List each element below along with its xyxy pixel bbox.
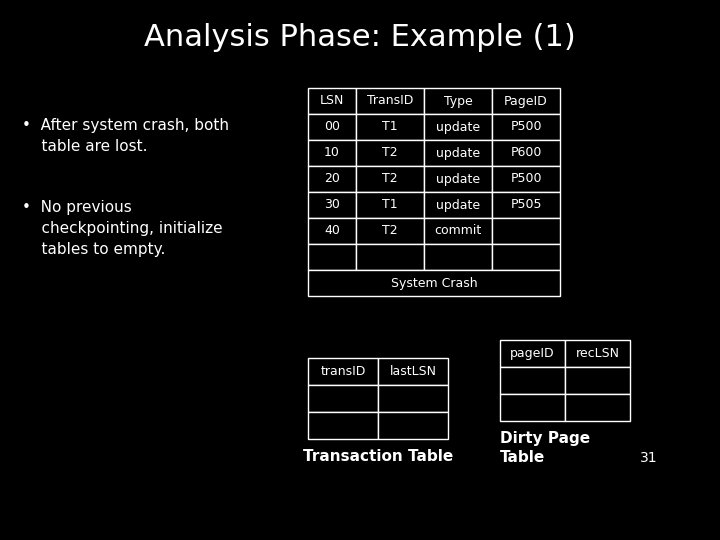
Text: PageID: PageID: [504, 94, 548, 107]
Text: Dirty Page
Table: Dirty Page Table: [500, 431, 590, 464]
Text: 10: 10: [324, 146, 340, 159]
Text: Type: Type: [444, 94, 472, 107]
Bar: [492, 218, 560, 244]
Text: System Crash: System Crash: [391, 276, 477, 289]
Bar: [356, 192, 424, 218]
Text: T2: T2: [382, 146, 398, 159]
Bar: [378, 412, 448, 439]
Bar: [378, 358, 448, 385]
Text: •  No previous
    checkpointing, initialize
    tables to empty.: • No previous checkpointing, initialize …: [22, 200, 222, 257]
Text: 31: 31: [640, 451, 657, 465]
Bar: [378, 385, 448, 412]
Bar: [308, 140, 356, 166]
Text: Transaction Table: Transaction Table: [303, 449, 453, 464]
Bar: [492, 114, 560, 140]
Bar: [424, 140, 492, 166]
Bar: [308, 114, 356, 140]
Bar: [424, 166, 492, 192]
Bar: [308, 385, 378, 412]
Bar: [424, 244, 492, 270]
Text: •  After system crash, both
    table are lost.: • After system crash, both table are los…: [22, 118, 229, 154]
Bar: [424, 218, 492, 244]
Text: LSN: LSN: [320, 94, 344, 107]
Text: Analysis Phase: Example (1): Analysis Phase: Example (1): [144, 24, 576, 52]
Text: 30: 30: [324, 199, 340, 212]
Bar: [308, 412, 378, 439]
Bar: [500, 340, 565, 367]
Text: commit: commit: [434, 225, 482, 238]
Bar: [492, 88, 560, 114]
Bar: [308, 192, 356, 218]
Bar: [356, 218, 424, 244]
Bar: [308, 166, 356, 192]
Text: P500: P500: [510, 172, 541, 186]
Text: TransID: TransID: [366, 94, 413, 107]
Bar: [356, 244, 424, 270]
Text: 00: 00: [324, 120, 340, 133]
Bar: [492, 192, 560, 218]
Text: update: update: [436, 146, 480, 159]
Text: T1: T1: [382, 120, 398, 133]
Bar: [308, 358, 378, 385]
Text: update: update: [436, 120, 480, 133]
Bar: [565, 394, 630, 421]
Text: T2: T2: [382, 225, 398, 238]
Text: update: update: [436, 199, 480, 212]
Bar: [565, 340, 630, 367]
Bar: [356, 88, 424, 114]
Bar: [424, 88, 492, 114]
Bar: [356, 166, 424, 192]
Text: P500: P500: [510, 120, 541, 133]
Text: P505: P505: [510, 199, 541, 212]
Text: transID: transID: [320, 365, 366, 378]
Text: 40: 40: [324, 225, 340, 238]
Bar: [424, 114, 492, 140]
Text: lastLSN: lastLSN: [390, 365, 436, 378]
Bar: [356, 114, 424, 140]
Bar: [308, 270, 560, 296]
Bar: [500, 394, 565, 421]
Bar: [308, 218, 356, 244]
Text: pageID: pageID: [510, 347, 555, 360]
Text: T1: T1: [382, 199, 398, 212]
Bar: [492, 140, 560, 166]
Bar: [308, 88, 356, 114]
Text: update: update: [436, 172, 480, 186]
Bar: [356, 140, 424, 166]
Text: P600: P600: [510, 146, 541, 159]
Text: recLSN: recLSN: [575, 347, 619, 360]
Bar: [565, 367, 630, 394]
Bar: [424, 192, 492, 218]
Bar: [500, 367, 565, 394]
Text: T2: T2: [382, 172, 398, 186]
Bar: [308, 244, 356, 270]
Text: 20: 20: [324, 172, 340, 186]
Bar: [492, 166, 560, 192]
Bar: [492, 244, 560, 270]
